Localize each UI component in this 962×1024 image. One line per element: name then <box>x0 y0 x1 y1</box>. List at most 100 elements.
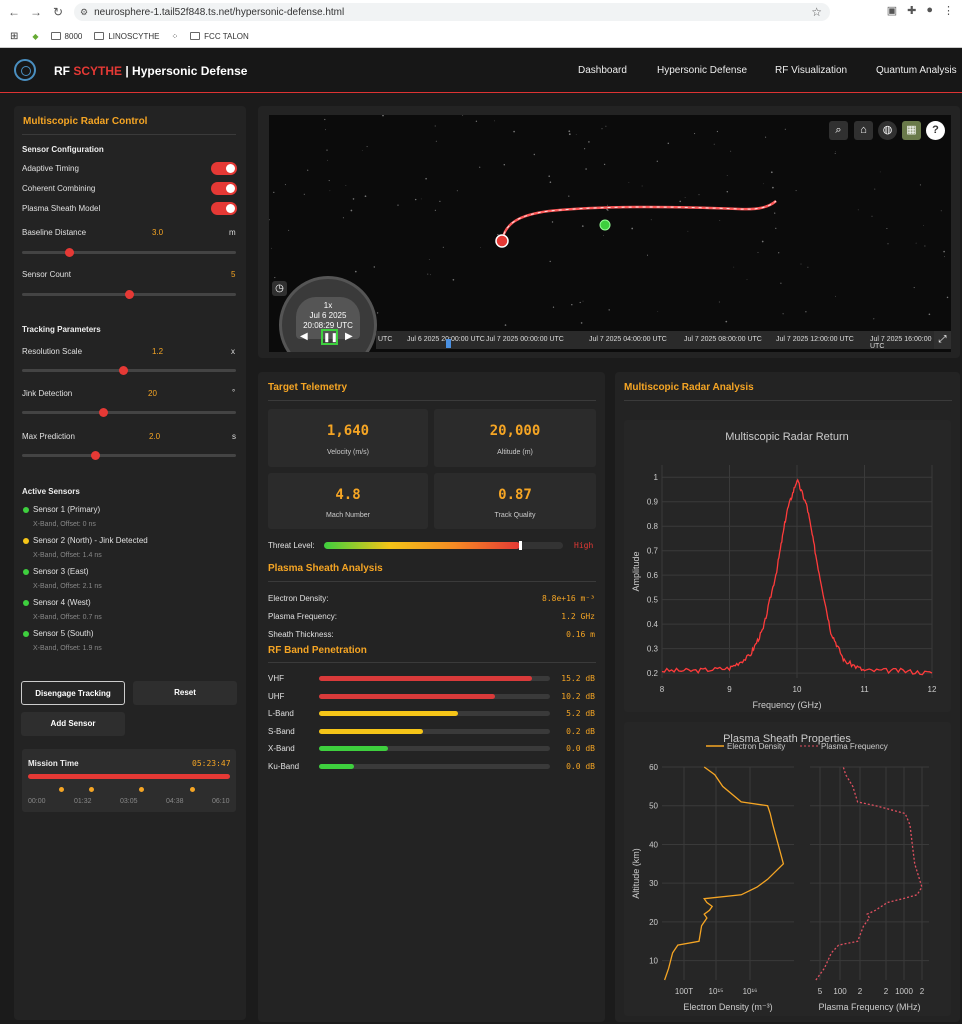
target-marker[interactable] <box>495 234 509 248</box>
star <box>581 225 584 227</box>
star <box>284 184 286 186</box>
android-icon[interactable]: ◆ <box>32 31 39 41</box>
band-value: 0.0 dB <box>566 761 595 771</box>
home-icon[interactable]: ⌂ <box>854 121 873 140</box>
track-quality-card: 0.87 Track Quality <box>434 473 596 529</box>
time-text: 20:08:29 UTC <box>303 321 353 330</box>
star <box>503 164 506 166</box>
star <box>456 190 458 192</box>
slider-thumb[interactable] <box>118 366 128 375</box>
bookmark-8000[interactable]: 8000 <box>50 32 82 41</box>
plasma-label: Electron Density: <box>268 594 329 603</box>
play-icon[interactable]: ▶ <box>345 331 353 342</box>
divider <box>268 581 596 582</box>
star <box>568 133 571 136</box>
starfield <box>269 115 949 326</box>
nav-rf-visualization[interactable]: RF Visualization <box>775 65 848 76</box>
add-sensor-button[interactable]: Add Sensor <box>21 712 125 736</box>
jink-slider[interactable] <box>22 408 236 417</box>
address-bar[interactable]: ⚙ neurosphere-1.tail52f848.ts.net/hypers… <box>74 3 830 21</box>
disengage-tracking-button[interactable]: Disengage Tracking <box>21 681 125 705</box>
search-icon[interactable]: ⌕ <box>829 121 848 140</box>
radar-return-chart: Multiscopic Radar Return 8 9 10 11 12 0.2 0.3 0.… <box>624 420 951 712</box>
sensor-marker[interactable] <box>599 219 611 231</box>
sensor-name[interactable]: Sensor 2 (North) - Jink Detected <box>33 536 148 545</box>
timeline-needle[interactable] <box>446 339 451 348</box>
plasma-sheath-toggle[interactable] <box>211 202 237 215</box>
chart-title: Plasma Sheath Properties <box>723 733 851 745</box>
globe-icon[interactable]: ◍ <box>878 121 897 140</box>
prediction-slider[interactable] <box>22 451 236 460</box>
coherent-combining-toggle[interactable] <box>211 182 237 195</box>
slider-thumb[interactable] <box>125 290 134 299</box>
star <box>726 191 729 193</box>
altitude-label: Altitude (m) <box>497 449 533 456</box>
star <box>631 227 634 230</box>
mission-tick: 01:32 <box>74 798 92 805</box>
nav-dashboard[interactable]: Dashboard <box>578 65 627 76</box>
animation-widget[interactable]: 1x Jul 6 2025 20:08:29 UTC ◀ ❚❚ ▶ <box>279 276 377 352</box>
clock-icon[interactable]: ◷ <box>272 281 287 296</box>
y-tick-label: 30 <box>649 879 658 888</box>
mission-progress-bar <box>28 774 230 779</box>
mission-time-value: 05:23:47 <box>192 759 231 768</box>
star <box>307 169 309 171</box>
electron-density-line <box>663 766 785 981</box>
layers-icon[interactable]: ▦ <box>902 121 921 140</box>
toggle-label: Coherent Combining <box>22 184 96 193</box>
star <box>784 128 786 130</box>
slider-thumb[interactable] <box>99 408 109 417</box>
slider-thumb[interactable] <box>90 451 100 460</box>
star <box>772 186 774 189</box>
forward-icon[interactable]: → <box>30 5 42 19</box>
app: RF SCYTHE | Hypersonic Defense Dashboard… <box>0 48 962 1024</box>
x-tick-label: 10¹⁶ <box>743 987 758 996</box>
star <box>288 229 290 231</box>
fullscreen-icon[interactable]: ⤢ <box>934 331 951 349</box>
star <box>364 195 367 198</box>
plasma-sheath-chart: Plasma Sheath Properties Electron Density… <box>624 722 951 1016</box>
x-tick-label: 10¹⁵ <box>709 987 724 996</box>
nav-quantum-analysis[interactable]: Quantum Analysis <box>876 65 957 76</box>
extension-icon[interactable]: ▣ <box>886 5 898 17</box>
bookmark-fcc-talon[interactable]: FCC TALON <box>190 32 249 41</box>
star <box>607 209 609 211</box>
adaptive-timing-toggle[interactable] <box>211 162 237 175</box>
help-icon[interactable]: ? <box>926 121 945 140</box>
star <box>328 180 330 182</box>
resolution-slider[interactable] <box>22 366 236 375</box>
star <box>667 142 670 145</box>
baseline-slider[interactable] <box>22 248 236 257</box>
timeline-bar[interactable]: UTC Jul 6 2025 20:00:00 UTC Jul 7 2025 0… <box>376 331 934 350</box>
reload-icon[interactable]: ↻ <box>52 5 64 19</box>
sensor-count-slider[interactable] <box>22 290 236 299</box>
apps-icon[interactable]: ⊞ <box>10 30 19 42</box>
x-tick-label: 2 <box>884 987 889 996</box>
radar-return-svg: Multiscopic Radar Return 8 9 10 11 12 0.2 0.3 0.… <box>631 431 937 710</box>
sensor-name[interactable]: Sensor 5 (South) <box>33 629 94 638</box>
brand-title: RF SCYTHE | Hypersonic Defense <box>54 64 248 78</box>
pause-icon[interactable]: ❚❚ <box>321 329 338 345</box>
site-info-icon[interactable]: ⚙ <box>80 6 89 17</box>
slider-thumb[interactable] <box>65 248 75 257</box>
sensor-name[interactable]: Sensor 3 (East) <box>33 567 89 576</box>
star <box>582 300 584 302</box>
sensor-name[interactable]: Sensor 4 (West) <box>33 598 91 607</box>
star <box>397 204 399 206</box>
puzzle-icon[interactable]: ✚ <box>907 5 917 17</box>
browser-chrome: ← → ↻ ⚙ neurosphere-1.tail52f848.ts.net/… <box>0 0 962 48</box>
profile-icon[interactable]: ● <box>926 4 933 16</box>
reset-button[interactable]: Reset <box>133 681 237 705</box>
star <box>442 246 444 248</box>
menu-icon[interactable]: ⋮ <box>943 5 954 17</box>
sensor-name[interactable]: Sensor 1 (Primary) <box>33 505 101 514</box>
back-icon[interactable]: ← <box>8 5 20 19</box>
bookmark-linoscythe[interactable]: LINOSCYTHE <box>94 32 159 41</box>
reverse-icon[interactable]: ◀ <box>300 331 308 342</box>
nav-hypersonic-defense[interactable]: Hypersonic Defense <box>657 65 748 76</box>
grid-icon[interactable]: ⁘ <box>171 31 179 41</box>
cesium-globe[interactable]: ⌕ ⌂ ◍ ▦ ? ◷ 1x Jul 6 2025 20:08:29 UTC ◀… <box>269 115 951 352</box>
bookmark-star-icon[interactable]: ☆ <box>811 5 822 19</box>
y-axis-label: Altitude (km) <box>631 848 641 899</box>
